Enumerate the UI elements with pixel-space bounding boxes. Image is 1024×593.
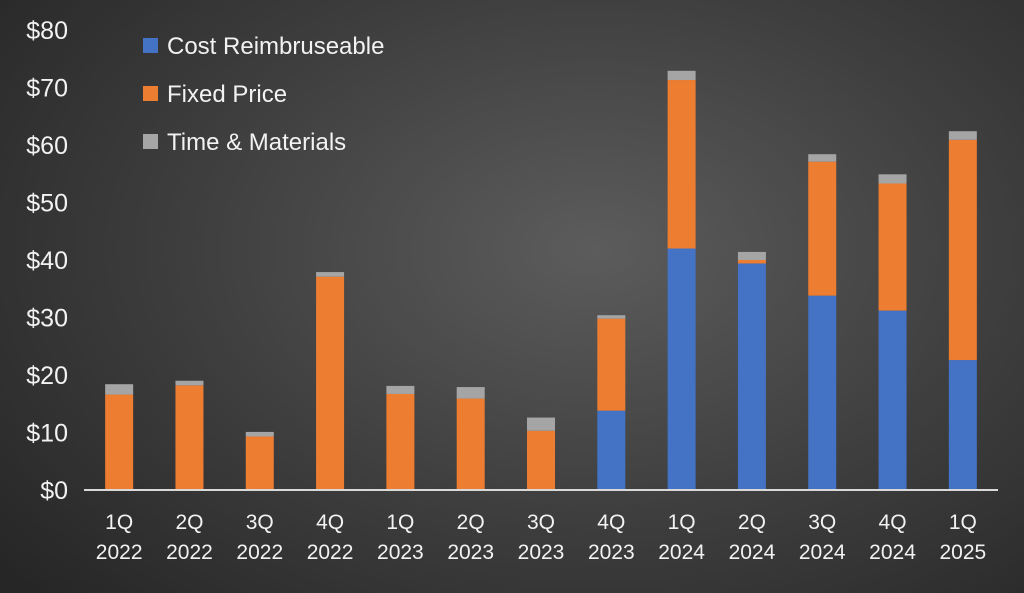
x-tick-label: 3Q xyxy=(808,511,836,534)
legend-label: Cost Reimbruseable xyxy=(167,33,384,60)
bar-segment-fixed-price xyxy=(316,276,345,490)
bar-segment-cost-reimbruseable xyxy=(948,360,977,490)
bar-segment-time-materials xyxy=(175,380,204,386)
bar-segment-time-materials xyxy=(878,174,907,184)
bar-segment-fixed-price xyxy=(948,139,977,361)
bar-segment-cost-reimbruseable xyxy=(737,263,766,490)
y-tick-label: $30 xyxy=(26,305,68,333)
bar-segment-time-materials xyxy=(597,315,626,319)
y-tick-label: $60 xyxy=(26,132,68,160)
x-tick-label: 2024 xyxy=(658,541,705,564)
x-tick-label: 2022 xyxy=(236,541,283,564)
x-tick-label: 2023 xyxy=(588,541,635,564)
bar-segment-fixed-price xyxy=(386,393,415,490)
x-tick-label: 4Q xyxy=(879,511,907,534)
bar-segment-time-materials xyxy=(808,154,837,162)
bar-segment-fixed-price xyxy=(878,183,907,311)
y-tick-label: $70 xyxy=(26,75,68,103)
y-tick-label: $40 xyxy=(26,247,68,275)
x-tick-label: 2023 xyxy=(518,541,565,564)
x-tick-label: 2Q xyxy=(457,511,485,534)
y-tick-label: $0 xyxy=(40,477,68,505)
x-tick-label: 2024 xyxy=(799,541,846,564)
x-tick-label: 4Q xyxy=(316,511,344,534)
bar-segment-time-materials xyxy=(386,385,415,394)
bar-segment-fixed-price xyxy=(245,436,274,490)
y-tick-label: $10 xyxy=(26,420,68,448)
x-axis-labels: 1Q 2022 2Q 2022 3Q 2022 4Q 2022 1Q 2023 2Q 2023 3Q 20… xyxy=(96,511,986,564)
bar-segment-fixed-price xyxy=(737,260,766,264)
bar-segment-time-materials xyxy=(456,387,485,399)
x-tick-label: 3Q xyxy=(246,511,274,534)
x-tick-label: 2024 xyxy=(729,541,776,564)
x-tick-label: 1Q xyxy=(386,511,414,534)
bar-segment-time-materials xyxy=(105,384,134,395)
legend: Cost Reimbruseable Fixed Price Time & Mate… xyxy=(143,33,384,156)
legend-swatch xyxy=(143,134,158,149)
bar-segment-time-materials xyxy=(316,272,345,277)
x-tick-label: 2024 xyxy=(869,541,916,564)
y-axis-ticks: $0 $10 $20 $30 $40 $50 $60 $70 $80 xyxy=(26,17,68,505)
x-tick-label: 2022 xyxy=(96,541,143,564)
y-tick-label: $80 xyxy=(26,17,68,45)
x-tick-label: 1Q xyxy=(668,511,696,534)
x-tick-label: 2Q xyxy=(175,511,203,534)
bars-layer xyxy=(105,70,977,490)
bar-segment-fixed-price xyxy=(105,394,134,490)
x-tick-label: 1Q xyxy=(949,511,977,534)
legend-label: Time & Materials xyxy=(167,129,346,156)
x-tick-label: 2023 xyxy=(377,541,424,564)
legend-swatch xyxy=(143,86,158,101)
x-tick-label: 2022 xyxy=(166,541,213,564)
x-tick-label: 2022 xyxy=(307,541,354,564)
bar-segment-fixed-price xyxy=(527,430,555,490)
x-tick-label: 2023 xyxy=(447,541,494,564)
bar-segment-cost-reimbruseable xyxy=(808,295,837,490)
y-tick-label: $50 xyxy=(26,190,68,218)
legend-swatch xyxy=(143,38,158,53)
x-tick-label: 1Q xyxy=(105,511,133,534)
x-tick-label: 2025 xyxy=(939,541,986,564)
bar-segment-cost-reimbruseable xyxy=(597,410,626,490)
bar-segment-time-materials xyxy=(948,131,977,140)
legend-label: Fixed Price xyxy=(167,81,287,108)
bar-segment-fixed-price xyxy=(175,385,204,490)
bar-segment-fixed-price xyxy=(667,80,696,249)
bar-segment-fixed-price xyxy=(808,161,837,296)
x-tick-label: 4Q xyxy=(597,511,625,534)
bar-segment-cost-reimbruseable xyxy=(878,310,907,490)
bar-segment-time-materials xyxy=(737,251,766,260)
bar-segment-fixed-price xyxy=(597,318,626,411)
bar-segment-time-materials xyxy=(245,431,274,437)
bar-segment-time-materials xyxy=(667,70,696,81)
x-tick-label: 3Q xyxy=(527,511,555,534)
bar-segment-time-materials xyxy=(527,417,555,431)
bar-segment-fixed-price xyxy=(456,398,485,490)
y-tick-label: $20 xyxy=(26,362,68,390)
x-tick-label: 2Q xyxy=(738,511,766,534)
bar-segment-cost-reimbruseable xyxy=(667,248,696,490)
